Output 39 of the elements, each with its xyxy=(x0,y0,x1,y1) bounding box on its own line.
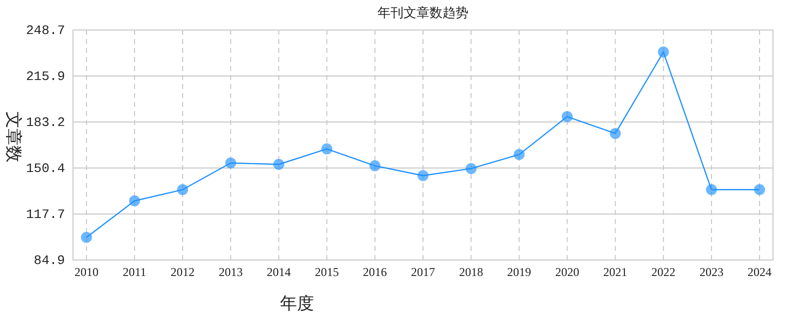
point xyxy=(225,157,236,168)
x-tick-label: 2024 xyxy=(748,265,772,279)
y-tick-label: 183.2 xyxy=(26,114,65,130)
point xyxy=(610,128,621,139)
point xyxy=(754,184,766,196)
point xyxy=(514,149,525,160)
y-axis-title: 文章数 xyxy=(4,112,23,162)
x-tick-label: 2016 xyxy=(362,265,387,279)
y-tick-label: 117.7 xyxy=(26,206,65,222)
point xyxy=(369,160,380,172)
point xyxy=(129,195,140,206)
point xyxy=(273,158,284,170)
point xyxy=(321,143,332,154)
point xyxy=(562,111,573,122)
x-tick-label: 2020 xyxy=(555,265,580,279)
point xyxy=(658,46,669,58)
x-tick-label: 2017 xyxy=(411,265,435,279)
point xyxy=(706,184,717,196)
y-tick-label: 215.9 xyxy=(26,69,65,84)
point xyxy=(466,163,477,174)
x-axis-title: 年度 xyxy=(280,294,314,313)
x-tick-label: 2012 xyxy=(170,265,195,279)
x-tick-label: 2023 xyxy=(699,265,724,279)
point xyxy=(80,232,92,243)
y-tick-label: 248.7 xyxy=(26,23,65,38)
point xyxy=(418,170,428,182)
x-tick-label: 2019 xyxy=(507,265,532,279)
chart-title: 年刊文章数趋势 xyxy=(378,5,468,20)
x-tick-label: 2015 xyxy=(314,265,339,279)
x-tick-label: 2021 xyxy=(603,265,628,279)
x-tick-label: 2014 xyxy=(266,265,291,279)
x-tick-label: 2013 xyxy=(218,265,243,279)
y-tick-label: 150.4 xyxy=(26,161,66,176)
x-tick-label: 2011 xyxy=(122,265,146,279)
point xyxy=(177,184,188,196)
y-tick-label: 84.9 xyxy=(34,253,65,268)
x-tick-label: 2018 xyxy=(459,265,484,279)
x-tick-label: 2010 xyxy=(74,265,98,279)
x-tick-label: 2022 xyxy=(651,265,676,279)
